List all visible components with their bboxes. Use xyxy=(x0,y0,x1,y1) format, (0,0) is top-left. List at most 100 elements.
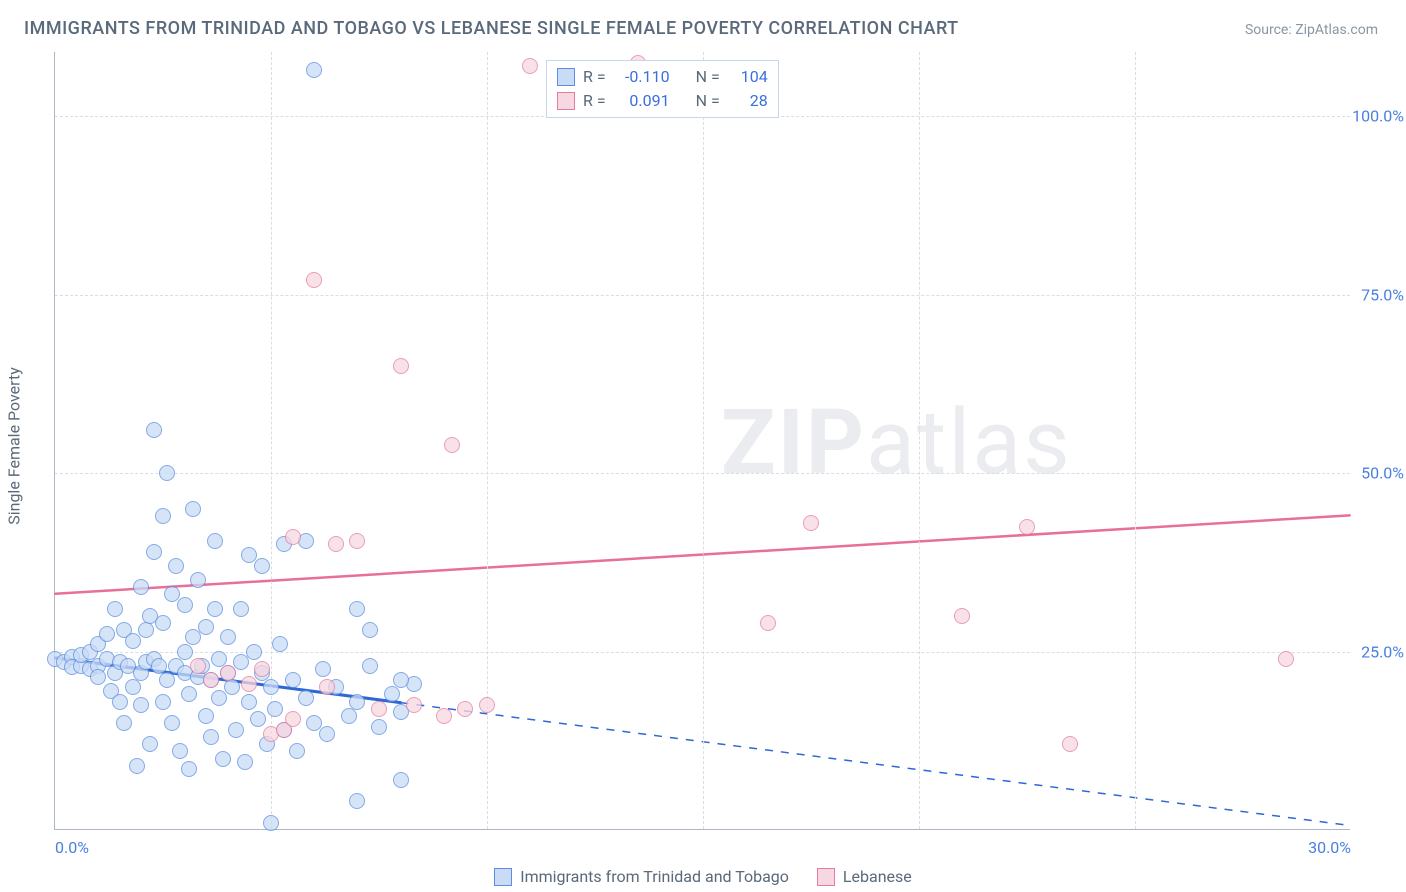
data-point-trinidad xyxy=(103,683,119,699)
data-point-trinidad xyxy=(99,626,115,642)
gridline-vertical xyxy=(703,52,704,829)
data-point-trinidad xyxy=(406,676,422,692)
data-point-trinidad xyxy=(133,697,149,713)
data-point-lebanese xyxy=(954,608,970,624)
legend-series-label-trinidad: Immigrants from Trinidad and Tobago xyxy=(520,867,789,886)
data-point-trinidad xyxy=(155,615,171,631)
data-point-trinidad xyxy=(228,722,244,738)
legend-series-item-trinidad: Immigrants from Trinidad and Tobago xyxy=(494,867,789,886)
data-point-trinidad xyxy=(306,715,322,731)
legend-swatch-lebanese xyxy=(817,868,835,886)
data-point-trinidad xyxy=(146,422,162,438)
data-point-trinidad xyxy=(116,622,132,638)
data-point-trinidad xyxy=(289,743,305,759)
data-point-trinidad xyxy=(47,651,63,667)
data-point-trinidad xyxy=(56,654,72,670)
data-point-trinidad xyxy=(107,601,123,617)
data-point-trinidad xyxy=(90,636,106,652)
data-point-trinidad xyxy=(393,704,409,720)
data-point-trinidad xyxy=(138,654,154,670)
data-point-trinidad xyxy=(220,629,236,645)
data-point-trinidad xyxy=(125,679,141,695)
data-point-trinidad xyxy=(177,597,193,613)
data-point-trinidad xyxy=(155,694,171,710)
data-point-trinidad xyxy=(362,622,378,638)
data-point-lebanese xyxy=(285,711,301,727)
data-point-trinidad xyxy=(371,719,387,735)
data-point-trinidad xyxy=(198,708,214,724)
data-point-trinidad xyxy=(159,672,175,688)
data-point-trinidad xyxy=(116,715,132,731)
trend-line-trinidad-dashed xyxy=(400,703,1349,826)
data-point-lebanese xyxy=(306,272,322,288)
data-point-lebanese xyxy=(406,697,422,713)
legend-N-value-trinidad: 104 xyxy=(728,65,768,89)
x-tick-label: 0.0% xyxy=(55,838,89,857)
data-point-trinidad xyxy=(349,694,365,710)
data-point-trinidad xyxy=(233,654,249,670)
gridline-vertical xyxy=(1135,52,1136,829)
gridline-vertical xyxy=(919,52,920,829)
data-point-trinidad xyxy=(237,754,253,770)
data-point-lebanese xyxy=(190,658,206,674)
data-point-trinidad xyxy=(107,665,123,681)
data-point-trinidad xyxy=(112,654,128,670)
data-point-trinidad xyxy=(151,658,167,674)
data-point-lebanese xyxy=(760,615,776,631)
data-point-trinidad xyxy=(315,661,331,677)
data-point-trinidad xyxy=(164,586,180,602)
data-point-lebanese xyxy=(1278,651,1294,667)
data-point-trinidad xyxy=(142,736,158,752)
data-point-trinidad xyxy=(155,508,171,524)
data-point-trinidad xyxy=(190,669,206,685)
data-point-trinidad xyxy=(164,715,180,731)
data-point-trinidad xyxy=(82,661,98,677)
legend-swatch-lebanese xyxy=(557,92,575,110)
data-point-trinidad xyxy=(349,793,365,809)
legend-N-label: N = xyxy=(696,89,720,113)
x-tick-label: 30.0% xyxy=(1308,838,1351,857)
y-tick-label: 50.0% xyxy=(1361,464,1404,483)
data-point-trinidad xyxy=(168,558,184,574)
data-point-trinidad xyxy=(298,690,314,706)
data-point-lebanese xyxy=(457,701,473,717)
y-tick-label: 100.0% xyxy=(1352,107,1404,126)
data-point-trinidad xyxy=(90,658,106,674)
legend-stats-row-lebanese: R =0.091N =28 xyxy=(557,89,768,113)
data-point-trinidad xyxy=(220,665,236,681)
legend-R-label: R = xyxy=(583,65,606,89)
chart-plot-area: ZIPatlas 25.0%50.0%75.0%100.0%0.0%30.0% xyxy=(54,52,1350,830)
data-point-lebanese xyxy=(276,722,292,738)
legend-series: Immigrants from Trinidad and Tobago Leban… xyxy=(0,867,1406,886)
data-point-trinidad xyxy=(298,533,314,549)
data-point-trinidad xyxy=(133,665,149,681)
data-point-lebanese xyxy=(203,672,219,688)
data-point-trinidad xyxy=(185,629,201,645)
data-point-trinidad xyxy=(198,619,214,635)
data-point-trinidad xyxy=(203,672,219,688)
chart-title: IMMIGRANTS FROM TRINIDAD AND TOBAGO VS L… xyxy=(24,18,959,39)
data-point-trinidad xyxy=(224,679,240,695)
data-point-trinidad xyxy=(267,701,283,717)
data-point-lebanese xyxy=(371,701,387,717)
trend-line-trinidad-solid xyxy=(55,658,400,703)
legend-series-label-lebanese: Lebanese xyxy=(843,867,912,886)
data-point-trinidad xyxy=(190,572,206,588)
legend-stats: R =-0.110N =104R =0.091N =28 xyxy=(546,60,779,118)
data-point-trinidad xyxy=(215,751,231,767)
data-point-trinidad xyxy=(129,758,145,774)
gridline-vertical xyxy=(487,52,488,829)
data-point-trinidad xyxy=(112,694,128,710)
data-point-lebanese xyxy=(436,708,452,724)
data-point-trinidad xyxy=(146,651,162,667)
data-point-trinidad xyxy=(362,658,378,674)
data-point-lebanese xyxy=(522,58,538,74)
data-point-trinidad xyxy=(276,722,292,738)
data-point-trinidad xyxy=(211,651,227,667)
data-point-lebanese xyxy=(1062,736,1078,752)
data-point-lebanese xyxy=(220,665,236,681)
legend-R-label: R = xyxy=(583,89,606,113)
data-point-trinidad xyxy=(306,62,322,78)
data-point-trinidad xyxy=(349,601,365,617)
data-point-trinidad xyxy=(254,665,270,681)
